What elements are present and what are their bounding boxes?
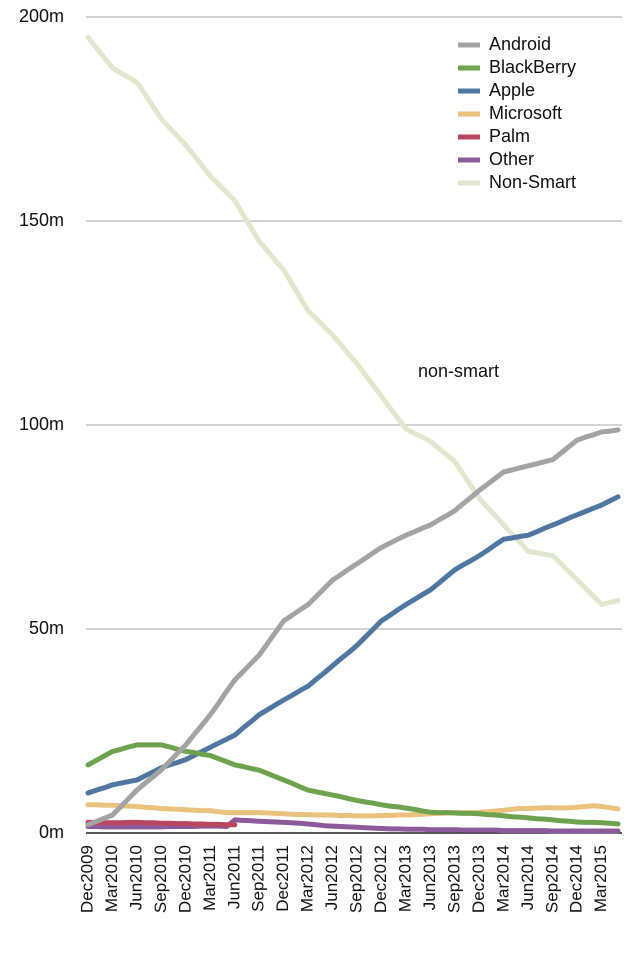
- x-tick-label: Mar2011: [200, 845, 219, 911]
- labels: 0m 50m 100m 150m 200m Dec2009 Mar2010 Jun2010 Se…: [19, 6, 610, 913]
- x-tick-label: Dec2011: [273, 845, 292, 912]
- legend-label: Android: [489, 34, 551, 54]
- x-tick-label: Mar2010: [102, 845, 121, 912]
- x-tick-label: Mar2015: [591, 845, 610, 912]
- lines: [85, 34, 621, 834]
- x-tick-label: Sep2010: [151, 845, 170, 913]
- x-tick-label: Jun2014: [518, 845, 537, 910]
- legend-label: Non-Smart: [489, 172, 576, 192]
- x-tick-label: Dec2014: [567, 845, 586, 913]
- y-tick-label: 100m: [19, 414, 64, 434]
- series-line: [85, 427, 621, 828]
- legend-label: BlackBerry: [489, 57, 576, 77]
- legend-label: Other: [489, 149, 534, 169]
- series-line: [85, 34, 621, 607]
- annotation: non-smart: [418, 361, 499, 381]
- legend-label: Microsoft: [489, 103, 562, 123]
- x-tick-label: Dec2013: [469, 845, 488, 913]
- x-tick-label: Jun2011: [224, 845, 243, 909]
- y-tick-label: 200m: [19, 6, 64, 26]
- y-tick-label: 0m: [39, 822, 64, 842]
- x-tick-label: Mar2013: [395, 845, 414, 912]
- series-line: [85, 819, 238, 828]
- series-line: [85, 742, 621, 827]
- x-tick-label: Dec2010: [175, 845, 194, 913]
- legend-label: Palm: [489, 126, 530, 146]
- y-tick-label: 50m: [29, 618, 64, 638]
- series-line: [85, 494, 621, 796]
- legend-label: Apple: [489, 80, 535, 100]
- y-tick-label: 150m: [19, 210, 64, 230]
- grid: [86, 16, 622, 834]
- x-tick-label: Mar2012: [298, 845, 317, 912]
- x-tick-label: Sep2011: [249, 845, 268, 912]
- x-tick-label: Jun2013: [420, 845, 439, 910]
- series-line: [85, 817, 621, 834]
- x-tick-label: Dec2009: [77, 845, 96, 913]
- x-tick-label: Dec2012: [371, 845, 390, 913]
- x-tick-label: Jun2010: [126, 845, 145, 910]
- series-line: [85, 802, 621, 819]
- x-tick-label: Jun2012: [322, 845, 341, 910]
- x-tick-label: Sep2013: [444, 845, 463, 913]
- x-tick-label: Sep2012: [347, 845, 366, 913]
- x-tick-label: Mar2014: [493, 845, 512, 912]
- x-tick-label: Sep2014: [542, 845, 561, 913]
